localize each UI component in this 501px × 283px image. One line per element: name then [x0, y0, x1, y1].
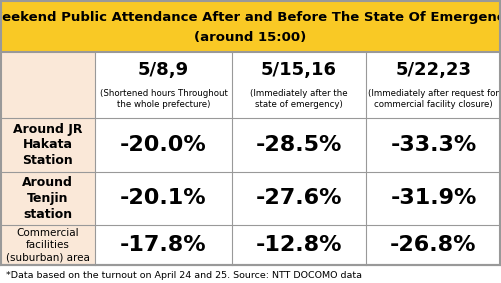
Bar: [232, 52, 366, 265]
Text: -27.6%: -27.6%: [256, 188, 342, 209]
Text: (Immediately after the
state of emergency): (Immediately after the state of emergenc…: [250, 89, 348, 109]
Text: Around
Tenjin
station: Around Tenjin station: [22, 177, 73, 220]
Text: -12.8%: -12.8%: [256, 235, 342, 255]
Text: -20.0%: -20.0%: [120, 135, 207, 155]
Text: 5/15,16: 5/15,16: [261, 61, 337, 79]
Text: (Immediately after request for
commercial facility closure): (Immediately after request for commercia…: [368, 89, 499, 109]
Text: 5/8,9: 5/8,9: [138, 61, 189, 79]
Bar: [0, 0, 501, 52]
Text: (around 15:00): (around 15:00): [194, 31, 307, 44]
Bar: [95, 52, 232, 265]
Bar: [0, 52, 501, 265]
Text: -28.5%: -28.5%: [256, 135, 342, 155]
Text: (Shortened hours Throughout
the whole prefecture): (Shortened hours Throughout the whole pr…: [100, 89, 227, 109]
Text: *Data based on the turnout on April 24 and 25. Source: NTT DOCOMO data: *Data based on the turnout on April 24 a…: [6, 271, 362, 280]
Text: -26.8%: -26.8%: [390, 235, 477, 255]
Text: 5/22,23: 5/22,23: [395, 61, 471, 79]
Text: -20.1%: -20.1%: [120, 188, 207, 209]
Text: -17.8%: -17.8%: [120, 235, 207, 255]
Bar: [366, 52, 501, 265]
Text: Around JR
Hakata
Station: Around JR Hakata Station: [13, 123, 82, 167]
Text: -31.9%: -31.9%: [390, 188, 476, 209]
Text: Weekend Public Attendance After and Before The State Of Emergency: Weekend Public Attendance After and Befo…: [0, 10, 501, 23]
Text: Commercial
facilities
(suburban) area: Commercial facilities (suburban) area: [6, 228, 90, 262]
Text: -33.3%: -33.3%: [390, 135, 476, 155]
